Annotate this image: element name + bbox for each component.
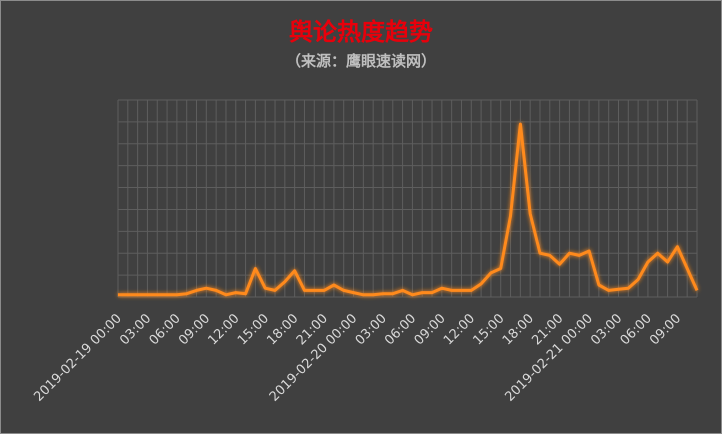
plot bbox=[118, 122, 699, 297]
series-line bbox=[118, 122, 699, 297]
chart-subtitle: （来源：鹰眼速读网） bbox=[286, 52, 436, 70]
chart-title: 舆论热度趋势 bbox=[289, 17, 433, 46]
